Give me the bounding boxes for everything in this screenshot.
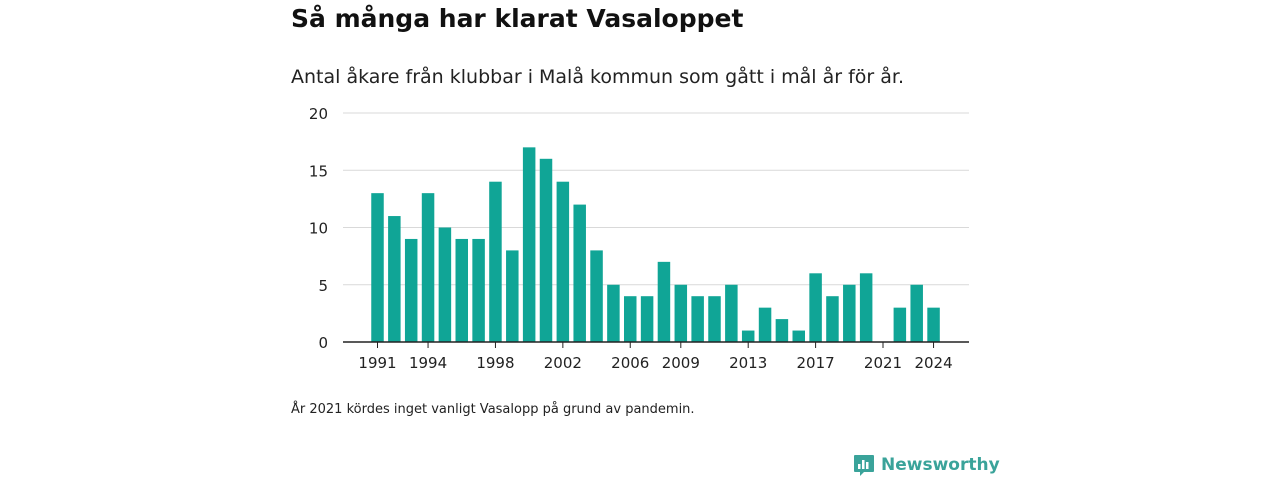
bar-2020 bbox=[859, 273, 873, 342]
y-tick-label: 0 bbox=[318, 334, 328, 352]
x-tick-label: 1998 bbox=[476, 354, 514, 372]
chart-subtitle: Antal åkare från klubbar i Malå kommun s… bbox=[291, 66, 905, 88]
bar-2016 bbox=[792, 330, 805, 342]
bar-1996 bbox=[455, 238, 468, 342]
x-tick-label: 2017 bbox=[797, 354, 835, 372]
x-tick-label: 2024 bbox=[914, 354, 952, 372]
bar-2010 bbox=[691, 296, 704, 342]
bar-1992 bbox=[388, 216, 401, 342]
bar-2011 bbox=[708, 296, 721, 342]
x-tick-label: 2009 bbox=[662, 354, 700, 372]
x-tick-label: 1991 bbox=[358, 354, 396, 372]
bar-1991 bbox=[371, 193, 384, 342]
bar-1995 bbox=[438, 227, 452, 342]
bar-2008 bbox=[657, 261, 671, 342]
y-tick-label: 15 bbox=[309, 162, 328, 180]
bar-2005 bbox=[607, 284, 620, 342]
x-tick-label: 2002 bbox=[544, 354, 582, 372]
bar-2002 bbox=[556, 181, 570, 342]
bar-2013 bbox=[741, 330, 755, 342]
bar-1997 bbox=[472, 238, 485, 342]
bar-1998 bbox=[489, 181, 502, 342]
bar-2019 bbox=[843, 284, 856, 342]
bar-2015 bbox=[775, 319, 789, 342]
x-tick-label: 2013 bbox=[729, 354, 767, 372]
bar-2018 bbox=[826, 296, 839, 342]
x-tick-label: 2006 bbox=[611, 354, 649, 372]
bar-chart: 0 5 10 15 20 1991 1994 1998 2002 2006 2009 2013 2017… bbox=[309, 105, 969, 372]
y-tick-label: 5 bbox=[318, 277, 328, 295]
x-tick-label: 2021 bbox=[864, 354, 902, 372]
x-tick-label: 1994 bbox=[409, 354, 447, 372]
bar-2012 bbox=[725, 284, 738, 342]
bar-1999 bbox=[506, 250, 519, 342]
bar-2003 bbox=[573, 204, 586, 342]
bar-2006 bbox=[624, 296, 637, 342]
bar-2022 bbox=[893, 307, 907, 342]
bar-2023 bbox=[910, 284, 923, 342]
bar-chart-logo-icon bbox=[854, 455, 874, 476]
brand-name: Newsworthy bbox=[881, 455, 1000, 475]
chart-footnote: År 2021 kördes inget vanligt Vasalopp på… bbox=[291, 402, 695, 417]
bar-2017 bbox=[809, 273, 822, 342]
y-tick-label: 20 bbox=[309, 105, 328, 123]
bar-2000 bbox=[522, 147, 536, 342]
chart-title: Så många har klarat Vasaloppet bbox=[291, 4, 744, 33]
bar-2007 bbox=[640, 296, 654, 342]
bar-2004 bbox=[590, 250, 603, 342]
bar-2001 bbox=[539, 158, 553, 342]
bar-2024 bbox=[927, 307, 940, 342]
y-tick-label: 10 bbox=[309, 220, 328, 238]
newsworthy-logo: Newsworthy bbox=[853, 453, 1000, 477]
bar-2009 bbox=[674, 284, 688, 342]
bar-1993 bbox=[404, 238, 418, 342]
bar-2014 bbox=[758, 307, 772, 342]
bar-1994 bbox=[421, 193, 435, 342]
